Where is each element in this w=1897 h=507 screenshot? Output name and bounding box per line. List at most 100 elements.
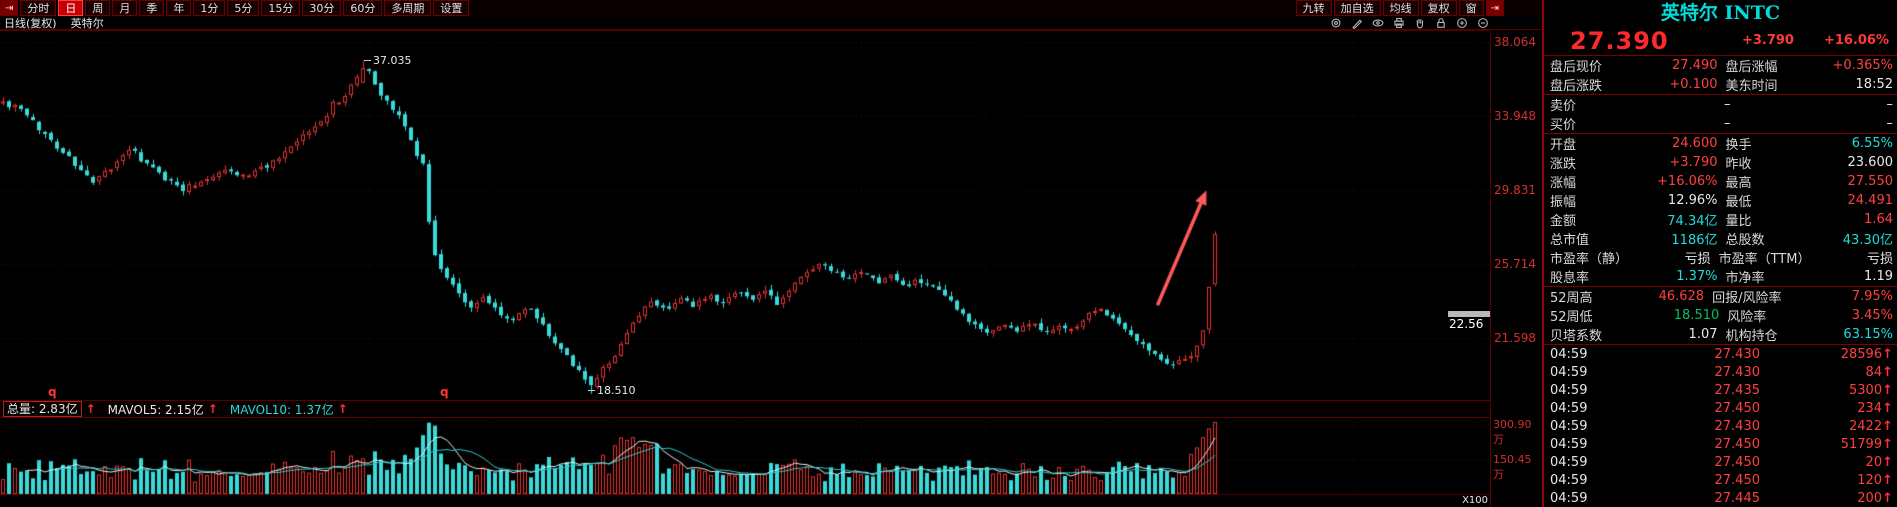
trade-time: 04:59 bbox=[1550, 490, 1588, 506]
period-tab-60分[interactable]: 60分 bbox=[343, 0, 383, 16]
trade-row: 04:59 27.450 20↑ bbox=[1544, 453, 1897, 471]
up-arrow-icon: ↑ bbox=[85, 402, 96, 416]
period-tab-日[interactable]: 日 bbox=[58, 0, 84, 16]
period-tab-季[interactable]: 季 bbox=[139, 0, 165, 16]
stat-label: 振幅 bbox=[1550, 195, 1577, 210]
stat-label: 总市值 bbox=[1550, 233, 1590, 248]
eye-icon[interactable] bbox=[1372, 17, 1384, 29]
stat-value: 23.600 bbox=[1847, 155, 1894, 170]
stat-label: 开盘 bbox=[1550, 138, 1577, 153]
stat-value: 74.34亿 bbox=[1667, 214, 1718, 229]
chart-subbar: 日线(复权) 英特尔 bbox=[0, 16, 1542, 30]
volume-axis-tick: 150.45万 bbox=[1493, 453, 1532, 481]
trade-qty: 2422↑ bbox=[1849, 418, 1893, 434]
up-arrow-icon: ↑ bbox=[1882, 382, 1893, 398]
volume-total[interactable]: 总量: 2.83亿 bbox=[3, 401, 82, 417]
trade-price: 27.430 bbox=[1714, 346, 1761, 362]
stat-row: 盘后现价 27.490 盘后涨幅 +0.365% bbox=[1544, 56, 1897, 75]
toolbar-item-加自选[interactable]: 加自选 bbox=[1333, 0, 1381, 16]
trade-row: 04:59 27.430 28596↑ bbox=[1544, 345, 1897, 363]
toolbar-item-窗[interactable]: 窗 bbox=[1458, 0, 1484, 16]
period-tab-月[interactable]: 月 bbox=[112, 0, 138, 16]
period-tabs: 分时日周月季年 1分 5分 15分 30分 60分 多周期 设置 bbox=[20, 0, 471, 16]
trade-time: 04:59 bbox=[1550, 454, 1588, 470]
stat-value: 27.550 bbox=[1847, 174, 1894, 189]
toolbar-item-九转[interactable]: 九转 bbox=[1295, 0, 1332, 16]
gear-icon[interactable] bbox=[1330, 17, 1342, 29]
trade-qty: 234↑ bbox=[1857, 400, 1893, 416]
stat-label: 金额 bbox=[1550, 214, 1577, 229]
volume-unit-label: X100 bbox=[1462, 495, 1488, 506]
up-arrow-icon: ↑ bbox=[1882, 436, 1893, 452]
stat-row: 股息率 1.37% 市净率 1.19 bbox=[1544, 267, 1897, 286]
price-axis-tick: 29.831 bbox=[1494, 183, 1536, 198]
stat-value: – bbox=[1886, 116, 1894, 131]
trade-price: 27.430 bbox=[1714, 418, 1761, 434]
up-arrow-icon: ↑ bbox=[207, 402, 218, 416]
toolbar-item-均线[interactable]: 均线 bbox=[1382, 0, 1419, 16]
draw-icon[interactable] bbox=[1351, 17, 1363, 29]
candlestick-chart[interactable] bbox=[0, 30, 1490, 507]
low-price-label: 18.510 bbox=[597, 384, 636, 397]
stat-label: 买价 bbox=[1550, 118, 1577, 133]
period-tab-5分[interactable]: 5分 bbox=[227, 0, 260, 16]
up-arrow-icon: ↑ bbox=[1882, 418, 1893, 434]
chart-tool-icons bbox=[1330, 16, 1489, 30]
panel-separator bbox=[1544, 55, 1897, 56]
trade-price: 27.445 bbox=[1714, 490, 1761, 506]
period-tab-30分[interactable]: 30分 bbox=[302, 0, 342, 16]
stat-value: 43.30亿 bbox=[1842, 233, 1893, 248]
collapse-right-icon[interactable]: ⇥ bbox=[1485, 0, 1504, 16]
period-tab-1分[interactable]: 1分 bbox=[193, 0, 226, 16]
toolbar-spacer bbox=[471, 0, 1295, 16]
stat-label: 风险率 bbox=[1727, 310, 1767, 325]
period-tab-周[interactable]: 周 bbox=[85, 0, 111, 16]
mavol5-label: MAVOL5: 2.15亿 bbox=[107, 402, 204, 417]
price-axis-tick: 25.714 bbox=[1494, 257, 1536, 272]
price-row: 27.390 +3.790 +16.06% bbox=[1544, 26, 1897, 55]
peak-price-annotation: 37.035 bbox=[364, 54, 412, 67]
stat-value: +3.790 bbox=[1669, 155, 1718, 170]
trade-price: 27.450 bbox=[1714, 400, 1761, 416]
trade-price: 27.450 bbox=[1714, 454, 1761, 470]
up-arrow-icon: ↑ bbox=[1882, 454, 1893, 470]
period-tab-设置[interactable]: 设置 bbox=[433, 0, 470, 16]
trade-row: 04:59 27.435 5300↑ bbox=[1544, 381, 1897, 399]
trade-row: 04:59 27.450 120↑ bbox=[1544, 471, 1897, 489]
up-arrow-icon: ↑ bbox=[1882, 472, 1893, 488]
stat-value: 1.19 bbox=[1864, 269, 1893, 284]
stat-row: 市盈率（静） 亏损 市盈率（TTM） 亏损 bbox=[1544, 248, 1897, 267]
stat-value: 亏损 bbox=[1684, 252, 1711, 267]
pointer-tick bbox=[364, 60, 371, 61]
stat-value: 1186亿 bbox=[1671, 233, 1718, 248]
period-tab-年[interactable]: 年 bbox=[166, 0, 192, 16]
chart-mode-label: 日线(复权) bbox=[4, 16, 57, 30]
nine-turn-q-marker: q bbox=[440, 385, 449, 399]
stat-label: 美东时间 bbox=[1725, 79, 1778, 94]
trade-time: 04:59 bbox=[1550, 418, 1588, 434]
mavol10-label: MAVOL10: 1.37亿 bbox=[229, 402, 334, 417]
collapse-left-icon[interactable]: ⇥ bbox=[0, 0, 19, 16]
trade-time: 04:59 bbox=[1550, 346, 1588, 362]
zoom-in-icon[interactable] bbox=[1456, 17, 1468, 29]
stat-value: 1.64 bbox=[1864, 212, 1893, 227]
period-tab-分时[interactable]: 分时 bbox=[20, 0, 57, 16]
trade-price: 27.430 bbox=[1714, 364, 1761, 380]
stat-label: 换手 bbox=[1725, 138, 1752, 153]
period-tab-多周期[interactable]: 多周期 bbox=[384, 0, 432, 16]
stat-label: 盘后现价 bbox=[1550, 60, 1603, 75]
stat-value: +0.365% bbox=[1832, 58, 1893, 73]
toolbar-item-复权[interactable]: 复权 bbox=[1420, 0, 1457, 16]
lock-icon[interactable] bbox=[1435, 17, 1447, 29]
trade-qty: 5300↑ bbox=[1849, 382, 1893, 398]
zoom-out-icon[interactable] bbox=[1477, 17, 1489, 29]
pan-icon[interactable] bbox=[1414, 17, 1426, 29]
last-price-marker: 22.56 bbox=[1448, 311, 1490, 331]
trade-qty: 51799↑ bbox=[1840, 436, 1893, 452]
nine-turn-q-marker: q bbox=[48, 385, 57, 399]
trade-row: 04:59 27.450 51799↑ bbox=[1544, 435, 1897, 453]
print-icon[interactable] bbox=[1393, 17, 1405, 29]
period-tab-15分[interactable]: 15分 bbox=[261, 0, 301, 16]
trade-row: 04:59 27.450 234↑ bbox=[1544, 399, 1897, 417]
stat-row: 涨幅 +16.06% 最高 27.550 bbox=[1544, 172, 1897, 191]
